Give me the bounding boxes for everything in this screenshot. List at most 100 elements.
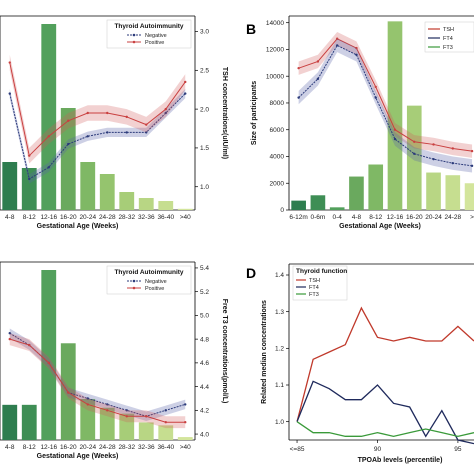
c-bar: [119, 413, 135, 440]
a-point-positive: [8, 61, 11, 64]
c-point-positive: [164, 421, 167, 424]
panel-b-letter: B: [246, 21, 256, 37]
b-ytick-label: 8000: [270, 100, 285, 107]
a-point-negative: [8, 92, 11, 95]
a-xlabel: Gestational Age (Weeks): [37, 223, 119, 230]
b-band-tsh: [298, 32, 473, 158]
c-bar: [99, 407, 115, 440]
c-point-positive: [47, 361, 50, 365]
b-legend-label: FT3: [443, 45, 453, 51]
c-xtick-label: 12-16: [40, 444, 57, 451]
a-ytick-label: 1.0: [200, 184, 209, 191]
b-bar: [387, 21, 403, 210]
c-ytick-label: 4.8: [200, 336, 209, 343]
a-point-negative: [184, 92, 187, 95]
b-ytick-label: 10000: [266, 73, 284, 80]
a-bar: [80, 162, 96, 210]
a-point-positive: [164, 107, 167, 111]
c-xtick-label: 32-36: [138, 444, 155, 451]
b-bar: [310, 195, 326, 210]
d-line-tsh: [296, 306, 474, 422]
b-point-tsh: [413, 140, 416, 143]
a-xtick-label: 28-32: [118, 214, 135, 221]
c-point-negative: [125, 409, 128, 412]
b-legend-label: TSH: [443, 27, 454, 33]
a-point-negative: [86, 135, 89, 138]
d-xtick-label: 90: [374, 446, 382, 453]
c-band-negative: [9, 328, 186, 422]
b-bar: [445, 175, 461, 210]
a-line-positive: [9, 62, 186, 157]
a-xtick-label: 32-36: [138, 214, 155, 221]
b-xtick-label: 4-8: [352, 214, 362, 221]
c-xtick-label: >40: [180, 444, 191, 451]
b-band-ft4: [298, 38, 473, 173]
b-point-tsh: [316, 60, 320, 63]
b-point-ft4: [393, 137, 397, 141]
b-bar: [406, 105, 422, 210]
c-bar: [2, 404, 18, 440]
d-line-ft4: [296, 380, 474, 445]
a-legend-title: Thyroid Autoimmunity: [114, 23, 183, 30]
b-xtick-label: 20-24: [425, 214, 442, 221]
c-legend-label: Negative: [145, 279, 167, 285]
a-point-negative: [164, 111, 167, 115]
a-point-negative: [47, 166, 50, 169]
a-bar: [119, 192, 135, 210]
c-point-positive: [125, 415, 128, 418]
a-point-positive: [86, 111, 89, 115]
c-legend-label: Positive: [145, 286, 164, 292]
d-legend-label: TSH: [309, 278, 320, 284]
b-ytick-label: 6000: [270, 127, 285, 134]
a-bar: [21, 168, 37, 210]
a-point-positive: [145, 123, 148, 126]
b-bar: [426, 172, 441, 210]
a-legend-box: [106, 19, 192, 49]
c-xtick-label: 36-40: [157, 444, 174, 451]
d-line-ft3: [296, 421, 474, 437]
a-line-negative: [9, 93, 186, 180]
c-point-negative: [106, 403, 109, 406]
panel-a: 1.0 1.5 2.0 2.5 3.0 4-8 8-12 12-16 16-20 20-24 24-…: [0, 15, 228, 230]
b-xtick-label: 0-6m: [311, 214, 326, 221]
b-point-tsh: [470, 149, 474, 153]
c-xlabel: Gestational Age (Weeks): [37, 453, 119, 460]
c-xtick-label: 20-24: [79, 444, 96, 451]
c-bar: [80, 398, 96, 440]
b-point-ft4: [470, 164, 474, 168]
a-bar: [177, 208, 193, 210]
panel-d-letter: D: [246, 265, 256, 281]
c-legend-box: [106, 265, 192, 295]
b-ytick-label: 12000: [266, 47, 284, 54]
d-legend-label: FT3: [309, 292, 319, 298]
a-xtick-label: 24-28: [99, 214, 116, 221]
c-legend-marker: [132, 286, 136, 290]
a-ylabel-right: TSH concentrations(uIU/ml): [221, 67, 228, 159]
a-bar: [99, 174, 115, 210]
a-bar: [41, 24, 57, 210]
b-line-ft4: [298, 44, 473, 167]
a-point-negative: [145, 131, 148, 134]
b-point-ft4: [413, 152, 416, 156]
b-xtick-label: 0-4: [332, 214, 342, 221]
a-band-negative: [9, 88, 186, 184]
c-xtick-label: 4-8: [5, 444, 15, 451]
a-legend-marker: [132, 33, 136, 37]
a-bar: [158, 201, 174, 210]
a-ytick-label: 2.5: [200, 68, 209, 75]
a-bar: [2, 162, 18, 210]
b-xtick-label: >: [470, 214, 474, 221]
a-ytick-label: 2.0: [200, 106, 209, 113]
c-point-negative: [184, 403, 187, 406]
c-line-positive: [9, 338, 186, 423]
c-point-negative: [164, 409, 167, 412]
a-point-positive: [67, 119, 70, 122]
c-xtick-label: 24-28: [99, 444, 116, 451]
a-xtick-label: 36-40: [157, 214, 174, 221]
c-point-positive: [106, 409, 109, 412]
b-point-tsh: [297, 66, 300, 70]
a-point-negative: [125, 131, 128, 134]
b-bar: [329, 207, 345, 210]
c-point-positive: [86, 403, 89, 406]
d-legend-label: FT4: [309, 285, 319, 291]
